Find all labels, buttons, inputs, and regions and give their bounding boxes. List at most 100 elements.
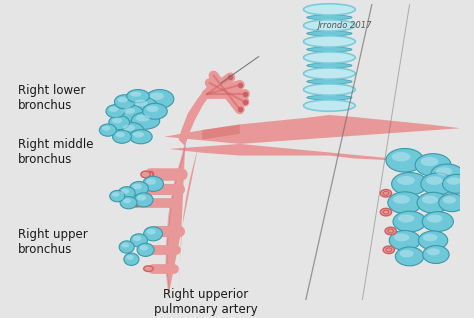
Ellipse shape (130, 92, 141, 97)
Ellipse shape (130, 97, 157, 114)
Ellipse shape (135, 100, 147, 107)
Ellipse shape (141, 171, 150, 178)
Ellipse shape (127, 90, 149, 103)
Ellipse shape (124, 253, 139, 266)
Ellipse shape (120, 197, 137, 209)
Ellipse shape (393, 195, 410, 204)
Text: Right lower
bronchus: Right lower bronchus (18, 84, 85, 112)
Ellipse shape (394, 233, 410, 241)
Ellipse shape (398, 214, 414, 223)
Ellipse shape (109, 115, 129, 130)
Ellipse shape (303, 100, 356, 111)
Ellipse shape (385, 227, 396, 235)
Ellipse shape (146, 229, 156, 234)
Ellipse shape (146, 90, 174, 108)
Ellipse shape (380, 190, 392, 197)
Ellipse shape (119, 105, 143, 121)
Polygon shape (166, 146, 198, 292)
Ellipse shape (130, 234, 147, 247)
Ellipse shape (303, 20, 356, 31)
Ellipse shape (126, 255, 134, 260)
Ellipse shape (112, 118, 122, 123)
Ellipse shape (143, 103, 167, 119)
Ellipse shape (307, 31, 352, 36)
Polygon shape (202, 124, 240, 140)
Ellipse shape (143, 176, 164, 191)
Polygon shape (164, 115, 460, 165)
Ellipse shape (419, 231, 448, 250)
Ellipse shape (431, 164, 464, 185)
Ellipse shape (386, 149, 424, 172)
Ellipse shape (443, 174, 471, 193)
Ellipse shape (134, 185, 144, 192)
Text: Right upperior
pulmonary artery: Right upperior pulmonary artery (154, 288, 257, 316)
Ellipse shape (303, 52, 356, 63)
Ellipse shape (436, 167, 452, 176)
Ellipse shape (303, 84, 356, 95)
Ellipse shape (119, 241, 134, 253)
Ellipse shape (127, 199, 136, 206)
Ellipse shape (307, 95, 352, 100)
Ellipse shape (123, 125, 135, 131)
Ellipse shape (144, 227, 163, 241)
Ellipse shape (102, 126, 110, 131)
Ellipse shape (109, 190, 125, 202)
Ellipse shape (392, 173, 428, 195)
Ellipse shape (307, 79, 352, 84)
Ellipse shape (423, 245, 449, 264)
Ellipse shape (307, 15, 352, 20)
Ellipse shape (129, 182, 148, 196)
Ellipse shape (121, 243, 129, 248)
Ellipse shape (389, 231, 420, 250)
Ellipse shape (150, 93, 164, 100)
Ellipse shape (136, 115, 150, 121)
Ellipse shape (133, 236, 142, 241)
Text: Right middle
bronchus: Right middle bronchus (18, 138, 93, 166)
Ellipse shape (303, 68, 356, 79)
Ellipse shape (112, 130, 131, 143)
Ellipse shape (383, 246, 394, 253)
Ellipse shape (129, 130, 152, 144)
Ellipse shape (131, 112, 160, 129)
Ellipse shape (118, 187, 135, 200)
Ellipse shape (112, 192, 119, 197)
Ellipse shape (423, 234, 438, 241)
Ellipse shape (114, 95, 135, 109)
Ellipse shape (439, 194, 465, 212)
Ellipse shape (134, 193, 153, 207)
Ellipse shape (109, 107, 118, 112)
Ellipse shape (141, 247, 150, 253)
Ellipse shape (392, 152, 410, 162)
Ellipse shape (443, 197, 456, 204)
Ellipse shape (307, 47, 352, 52)
Ellipse shape (447, 177, 461, 185)
Ellipse shape (397, 176, 415, 185)
Ellipse shape (427, 248, 440, 255)
Ellipse shape (118, 97, 128, 102)
Ellipse shape (395, 247, 424, 266)
Ellipse shape (400, 250, 414, 257)
Ellipse shape (307, 63, 352, 68)
Ellipse shape (140, 245, 148, 251)
Ellipse shape (106, 105, 125, 118)
Ellipse shape (100, 124, 116, 136)
Ellipse shape (115, 132, 125, 137)
Ellipse shape (121, 189, 129, 194)
Polygon shape (179, 75, 221, 146)
Ellipse shape (427, 215, 442, 223)
Ellipse shape (420, 157, 438, 166)
Ellipse shape (417, 192, 449, 213)
Ellipse shape (123, 107, 135, 114)
Text: Right upper
bronchus: Right upper bronchus (18, 228, 88, 256)
Ellipse shape (426, 176, 443, 185)
Ellipse shape (137, 195, 146, 201)
Ellipse shape (123, 198, 131, 203)
Ellipse shape (388, 192, 422, 213)
Ellipse shape (422, 196, 438, 204)
Ellipse shape (132, 183, 142, 189)
Ellipse shape (303, 4, 356, 15)
Ellipse shape (393, 211, 426, 232)
Ellipse shape (303, 36, 356, 47)
Ellipse shape (146, 178, 156, 184)
Ellipse shape (146, 106, 159, 112)
